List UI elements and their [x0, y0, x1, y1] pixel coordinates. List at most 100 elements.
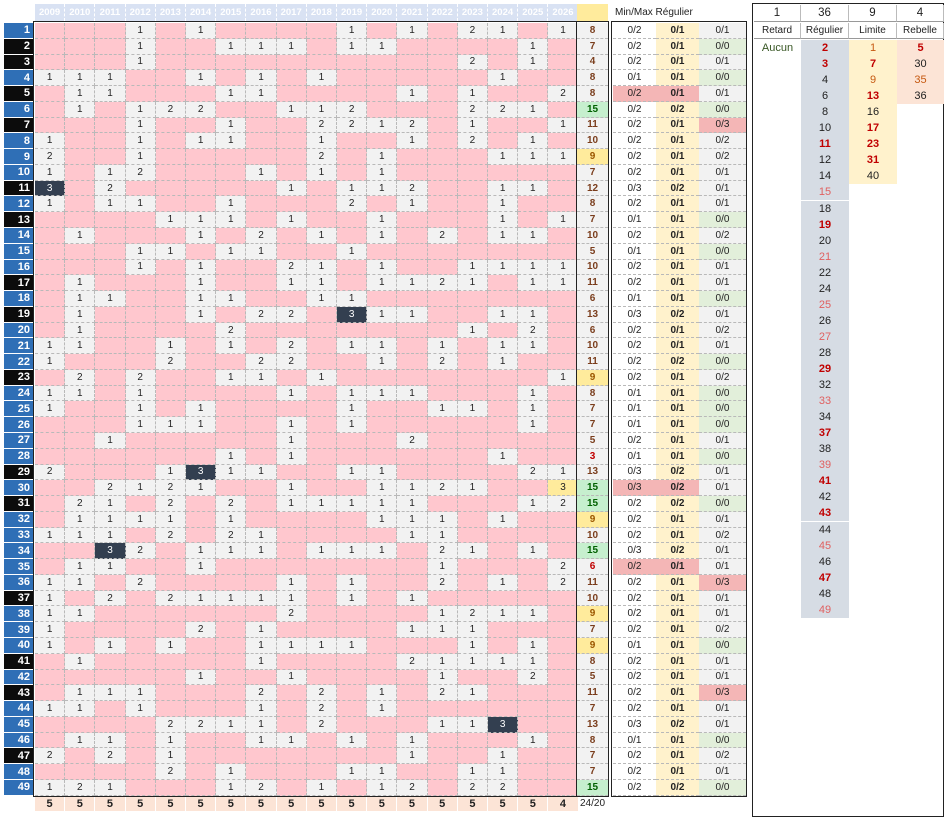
grid-cell[interactable]: 1 [95, 164, 126, 181]
grid-cell[interactable] [427, 433, 458, 449]
grid-cell[interactable] [35, 101, 66, 118]
grid-cell[interactable] [65, 196, 96, 213]
grid-cell[interactable] [306, 54, 337, 71]
grid-cell[interactable] [427, 322, 458, 339]
grid-cell[interactable] [35, 243, 66, 260]
grid-cell[interactable]: 1 [35, 401, 66, 418]
grid-cell[interactable] [306, 338, 337, 355]
grid-cell[interactable] [488, 322, 519, 339]
grid-cell[interactable] [337, 164, 368, 181]
grid-cell[interactable] [367, 86, 398, 102]
grid-cell[interactable] [186, 54, 217, 71]
grid-cell[interactable]: 2 [35, 464, 66, 481]
grid-cell[interactable]: 1 [65, 385, 96, 402]
grid-cell[interactable]: 1 [95, 86, 126, 102]
grid-cell[interactable] [35, 480, 66, 497]
grid-cell[interactable] [95, 448, 126, 465]
grid-cell[interactable] [216, 259, 247, 276]
year-header-2019[interactable]: 2019 [337, 4, 368, 21]
grid-cell[interactable]: 3 [186, 464, 217, 481]
grid-cell[interactable]: 3 [35, 180, 66, 197]
grid-cell[interactable]: 1 [35, 338, 66, 355]
grid-cell[interactable]: 1 [186, 401, 217, 418]
grid-cell[interactable]: 1 [337, 38, 368, 55]
year-header-2022[interactable]: 2022 [427, 4, 458, 21]
grid-cell[interactable] [276, 291, 307, 307]
grid-cell[interactable] [95, 464, 126, 481]
grid-cell[interactable] [276, 243, 307, 260]
grid-cell[interactable] [488, 54, 519, 71]
grid-cell[interactable]: 1 [397, 23, 428, 39]
grid-cell[interactable] [125, 448, 156, 465]
grid-cell[interactable] [457, 369, 488, 386]
grid-cell[interactable] [246, 23, 277, 39]
grid-cell[interactable]: 1 [306, 101, 337, 118]
grid-cell[interactable] [337, 369, 368, 386]
grid-cell[interactable]: 2 [216, 322, 247, 339]
grid-cell[interactable]: 1 [457, 401, 488, 418]
grid-cell[interactable] [427, 196, 458, 213]
year-header-2018[interactable]: 2018 [306, 4, 337, 21]
grid-cell[interactable]: 1 [155, 243, 186, 260]
grid-cell[interactable]: 1 [427, 401, 458, 418]
grid-cell[interactable] [488, 291, 519, 307]
grid-cell[interactable] [397, 54, 428, 71]
grid-cell[interactable]: 2 [276, 306, 307, 323]
grid-cell[interactable]: 1 [457, 480, 488, 497]
grid-cell[interactable] [518, 86, 549, 102]
grid-cell[interactable] [397, 322, 428, 339]
grid-cell[interactable]: 1 [518, 180, 549, 197]
year-header-2024[interactable]: 2024 [488, 4, 519, 21]
year-header-2009[interactable]: 2009 [35, 4, 66, 21]
grid-cell[interactable] [488, 86, 519, 102]
grid-cell[interactable]: 1 [65, 291, 96, 307]
grid-cell[interactable]: 1 [367, 480, 398, 497]
grid-cell[interactable]: 1 [65, 101, 96, 118]
grid-cell[interactable]: 1 [155, 464, 186, 481]
grid-cell[interactable]: 1 [488, 23, 519, 39]
grid-cell[interactable] [276, 117, 307, 134]
grid-cell[interactable]: 1 [155, 212, 186, 228]
grid-cell[interactable] [186, 322, 217, 339]
grid-cell[interactable]: 2 [246, 228, 277, 244]
grid-cell[interactable]: 1 [125, 23, 156, 39]
grid-cell[interactable]: 1 [397, 86, 428, 102]
grid-cell[interactable] [427, 117, 458, 134]
grid-cell[interactable]: 1 [397, 275, 428, 292]
grid-cell[interactable]: 2 [246, 354, 277, 370]
grid-cell[interactable]: 1 [367, 180, 398, 197]
grid-cell[interactable]: 1 [367, 149, 398, 165]
grid-cell[interactable] [155, 180, 186, 197]
grid-cell[interactable]: 1 [518, 101, 549, 118]
grid-cell[interactable]: 1 [367, 464, 398, 481]
grid-cell[interactable] [35, 448, 66, 465]
grid-cell[interactable] [186, 164, 217, 181]
grid-cell[interactable]: 1 [186, 480, 217, 497]
grid-cell[interactable]: 1 [367, 38, 398, 55]
grid-cell[interactable] [95, 133, 126, 150]
grid-cell[interactable] [155, 86, 186, 102]
grid-cell[interactable] [216, 164, 247, 181]
grid-cell[interactable] [65, 243, 96, 260]
grid-cell[interactable] [427, 133, 458, 150]
grid-cell[interactable] [337, 259, 368, 276]
grid-cell[interactable] [95, 306, 126, 323]
grid-cell[interactable]: 1 [367, 306, 398, 323]
grid-cell[interactable] [457, 228, 488, 244]
grid-cell[interactable] [246, 133, 277, 150]
grid-cell[interactable] [155, 306, 186, 323]
grid-cell[interactable] [306, 480, 337, 497]
grid-cell[interactable] [337, 86, 368, 102]
grid-cell[interactable]: 1 [367, 117, 398, 134]
grid-cell[interactable] [276, 164, 307, 181]
grid-cell[interactable] [65, 480, 96, 497]
grid-cell[interactable]: 1 [216, 369, 247, 386]
grid-cell[interactable]: 1 [216, 338, 247, 355]
grid-cell[interactable]: 1 [186, 306, 217, 323]
grid-cell[interactable]: 1 [457, 322, 488, 339]
grid-cell[interactable] [95, 117, 126, 134]
grid-cell[interactable] [518, 164, 549, 181]
year-header-2025[interactable]: 2025 [518, 4, 549, 21]
grid-cell[interactable] [367, 369, 398, 386]
grid-cell[interactable]: 1 [518, 401, 549, 418]
